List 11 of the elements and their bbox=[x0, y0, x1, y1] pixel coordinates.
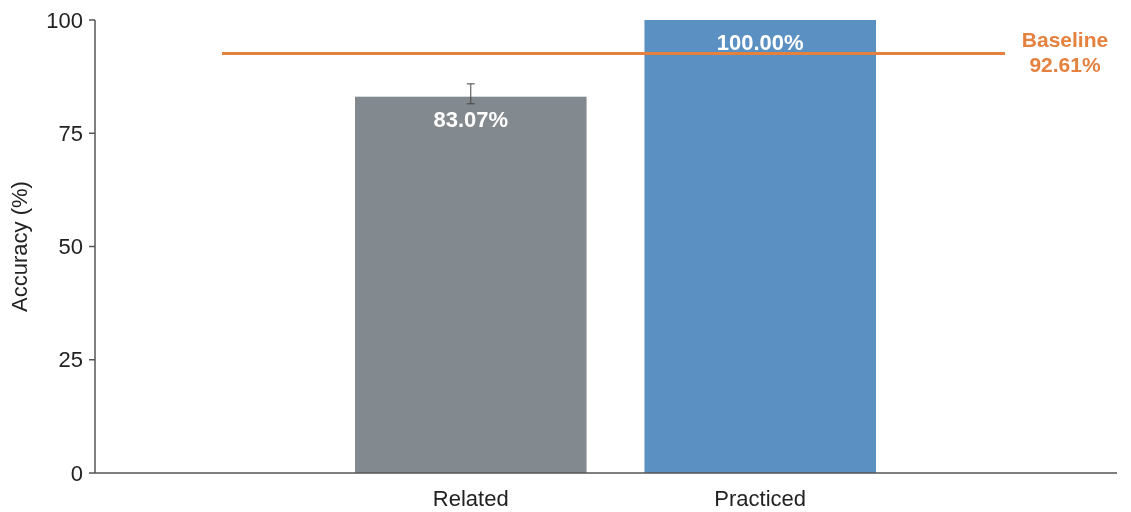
data-label: 100.00% bbox=[716, 30, 804, 55]
x-tick-label: Related bbox=[432, 486, 509, 511]
y-tick-label: 75 bbox=[58, 120, 83, 146]
data-label: 83.07% bbox=[433, 106, 509, 132]
y-tick-label: 50 bbox=[58, 234, 83, 260]
x-tick-label: Practiced bbox=[714, 486, 807, 511]
y-tick-label: 100 bbox=[46, 7, 83, 33]
ref-line-label: Baseline 92.61% bbox=[1021, 28, 1109, 77]
y-tick-label: 25 bbox=[58, 347, 83, 373]
y-tick-label: 0 bbox=[70, 460, 83, 486]
y-axis-title: Accuracy (%) bbox=[7, 181, 32, 312]
